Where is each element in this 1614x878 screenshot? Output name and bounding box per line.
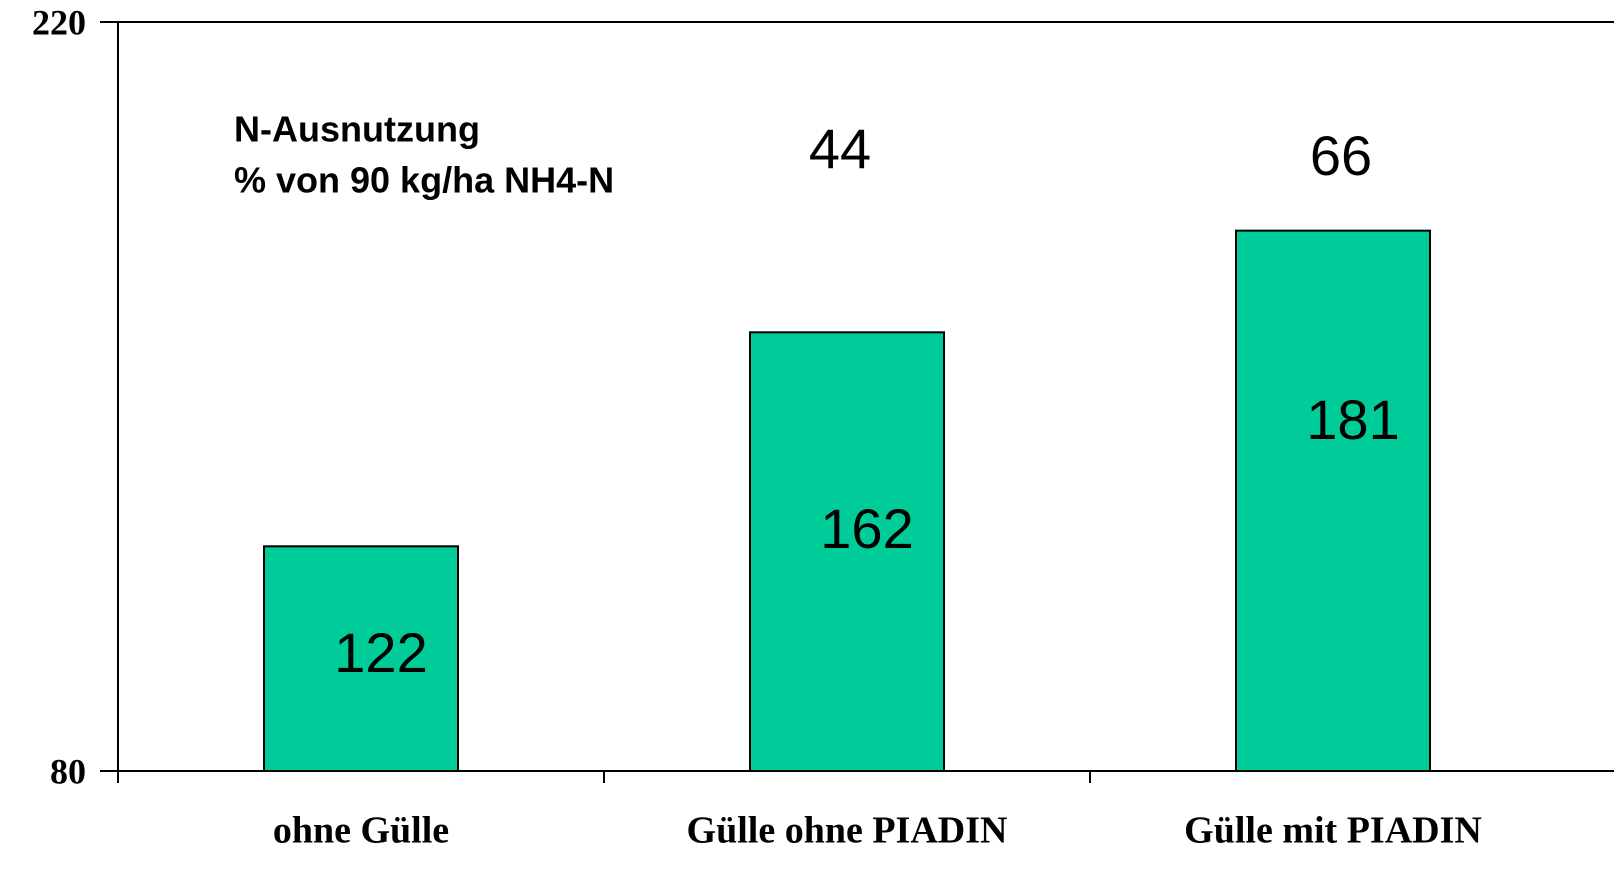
y-tick-label: 80 — [50, 751, 86, 791]
x-tick-label: Gülle mit PIADIN — [1184, 810, 1482, 852]
data-label: 122 — [334, 621, 427, 684]
x-tick-label: ohne Gülle — [273, 810, 449, 852]
bar — [749, 331, 945, 772]
annotation-subtitle: % von 90 kg/ha NH4-N — [234, 160, 614, 201]
annotation-value: 44 — [809, 117, 871, 180]
y-tick-label: 220 — [32, 2, 86, 42]
data-label: 162 — [820, 497, 913, 560]
x-tick-label: Gülle ohne PIADIN — [687, 810, 1008, 852]
annotation-title: N-Ausnutzung — [234, 109, 480, 150]
annotation-value: 66 — [1310, 124, 1372, 187]
bar — [1235, 229, 1431, 772]
data-label: 181 — [1306, 388, 1399, 451]
bar — [263, 545, 459, 772]
